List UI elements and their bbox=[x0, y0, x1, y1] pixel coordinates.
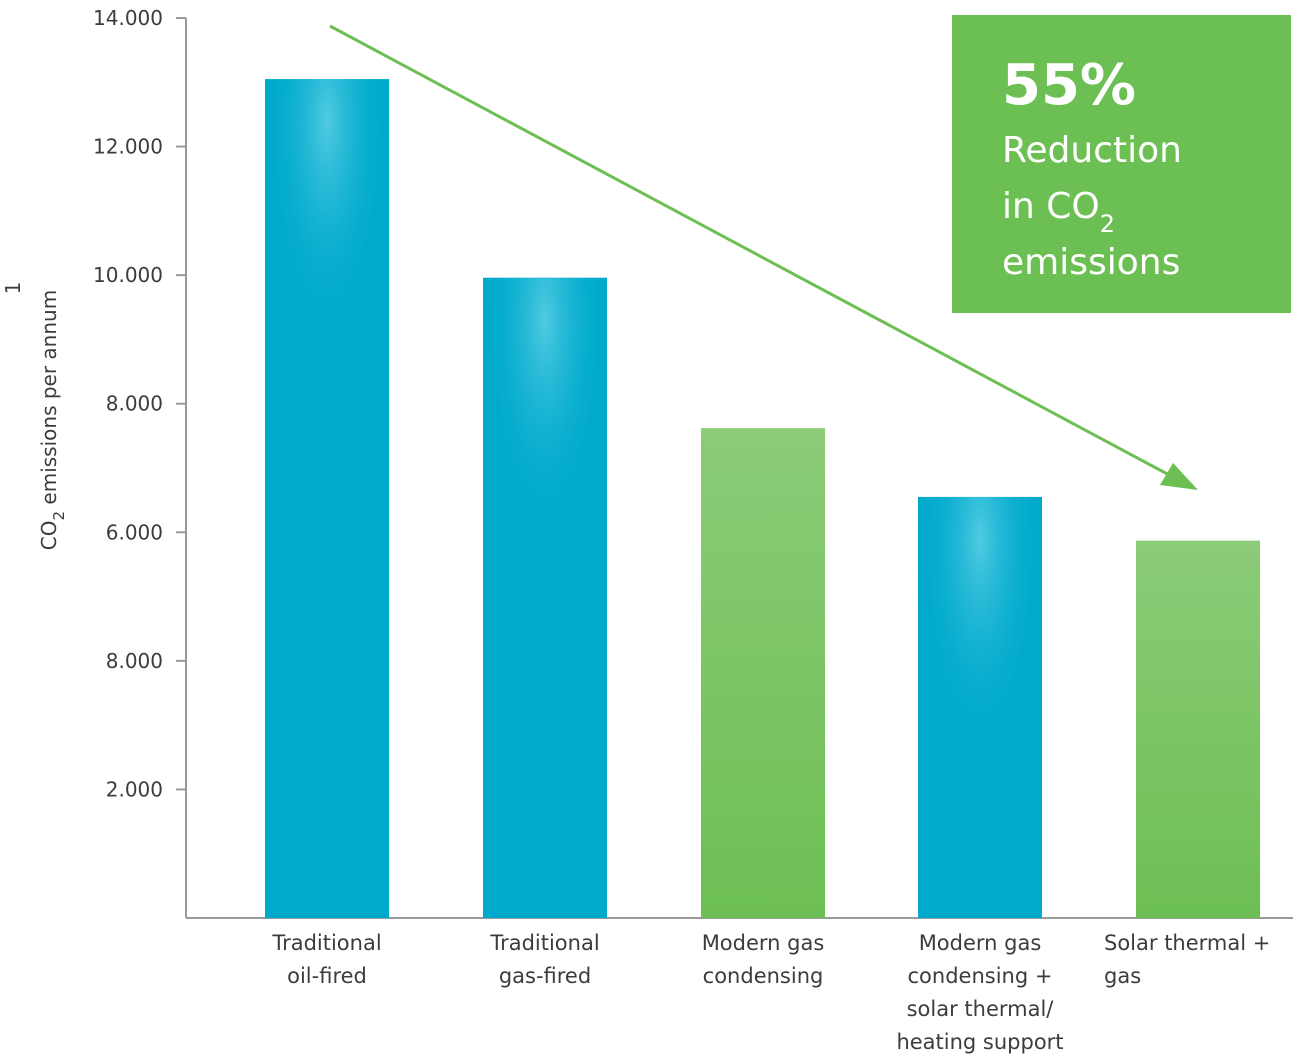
bar-highlight bbox=[265, 79, 389, 500]
x-category-label: gas bbox=[1104, 964, 1141, 988]
annotation-percent: 55% bbox=[1002, 53, 1136, 118]
x-category-label: Traditional bbox=[489, 931, 599, 955]
bar bbox=[918, 496, 1042, 918]
y-axis-label: CO2 emissions per annum bbox=[37, 290, 68, 550]
trend-arrow-head bbox=[1160, 463, 1198, 490]
category-labels: Traditional oil-fired Traditional gas-fired… bbox=[271, 931, 1270, 1054]
bar-highlight bbox=[918, 496, 1042, 917]
annotation-line-1: Reduction bbox=[1002, 130, 1182, 171]
y-tick-label: 8.000 bbox=[106, 392, 163, 416]
y-tick-label: 2.000 bbox=[106, 777, 163, 801]
reduction-trend-arrow bbox=[329, 24, 1187, 486]
x-category-label: condensing + bbox=[908, 964, 1053, 988]
x-category-label: Modern gas bbox=[702, 931, 825, 955]
bar-fill bbox=[1136, 540, 1260, 918]
bar bbox=[483, 277, 607, 918]
x-category-label: Traditional bbox=[271, 931, 381, 955]
x-category-label: solar thermal/ bbox=[907, 997, 1055, 1021]
bar bbox=[701, 428, 825, 918]
bar-fill bbox=[701, 428, 825, 918]
x-category-label: condensing bbox=[703, 964, 824, 988]
y-axis-label-superscript: 1 bbox=[1, 282, 25, 295]
annotation-box-background bbox=[952, 15, 1291, 313]
bars bbox=[265, 79, 1260, 919]
reduction-annotation-box: 55% Reduction in CO2 emissions bbox=[952, 15, 1291, 313]
bar bbox=[265, 79, 389, 919]
y-tick-label: 8.000 bbox=[106, 649, 163, 673]
y-tick-label: 12.000 bbox=[93, 135, 163, 159]
x-category-label: Modern gas bbox=[919, 931, 1042, 955]
x-category-label: oil-fired bbox=[287, 964, 367, 988]
bar bbox=[1136, 540, 1260, 918]
x-category-label: heating support bbox=[896, 1030, 1063, 1054]
y-tick-label: 10.000 bbox=[93, 263, 163, 287]
x-category-label: Solar thermal + bbox=[1104, 931, 1270, 955]
annotation-line-3: emissions bbox=[1002, 242, 1180, 283]
y-ticks: 14.000 12.000 10.000 8.000 6.000 8.000 2.000 bbox=[93, 6, 186, 801]
y-tick-label: 6.000 bbox=[106, 520, 163, 544]
bar-highlight bbox=[483, 277, 607, 698]
y-tick-label: 14.000 bbox=[93, 6, 163, 30]
x-category-label: gas-fired bbox=[499, 964, 591, 988]
annotation-line-2: in CO2 bbox=[1002, 186, 1115, 238]
